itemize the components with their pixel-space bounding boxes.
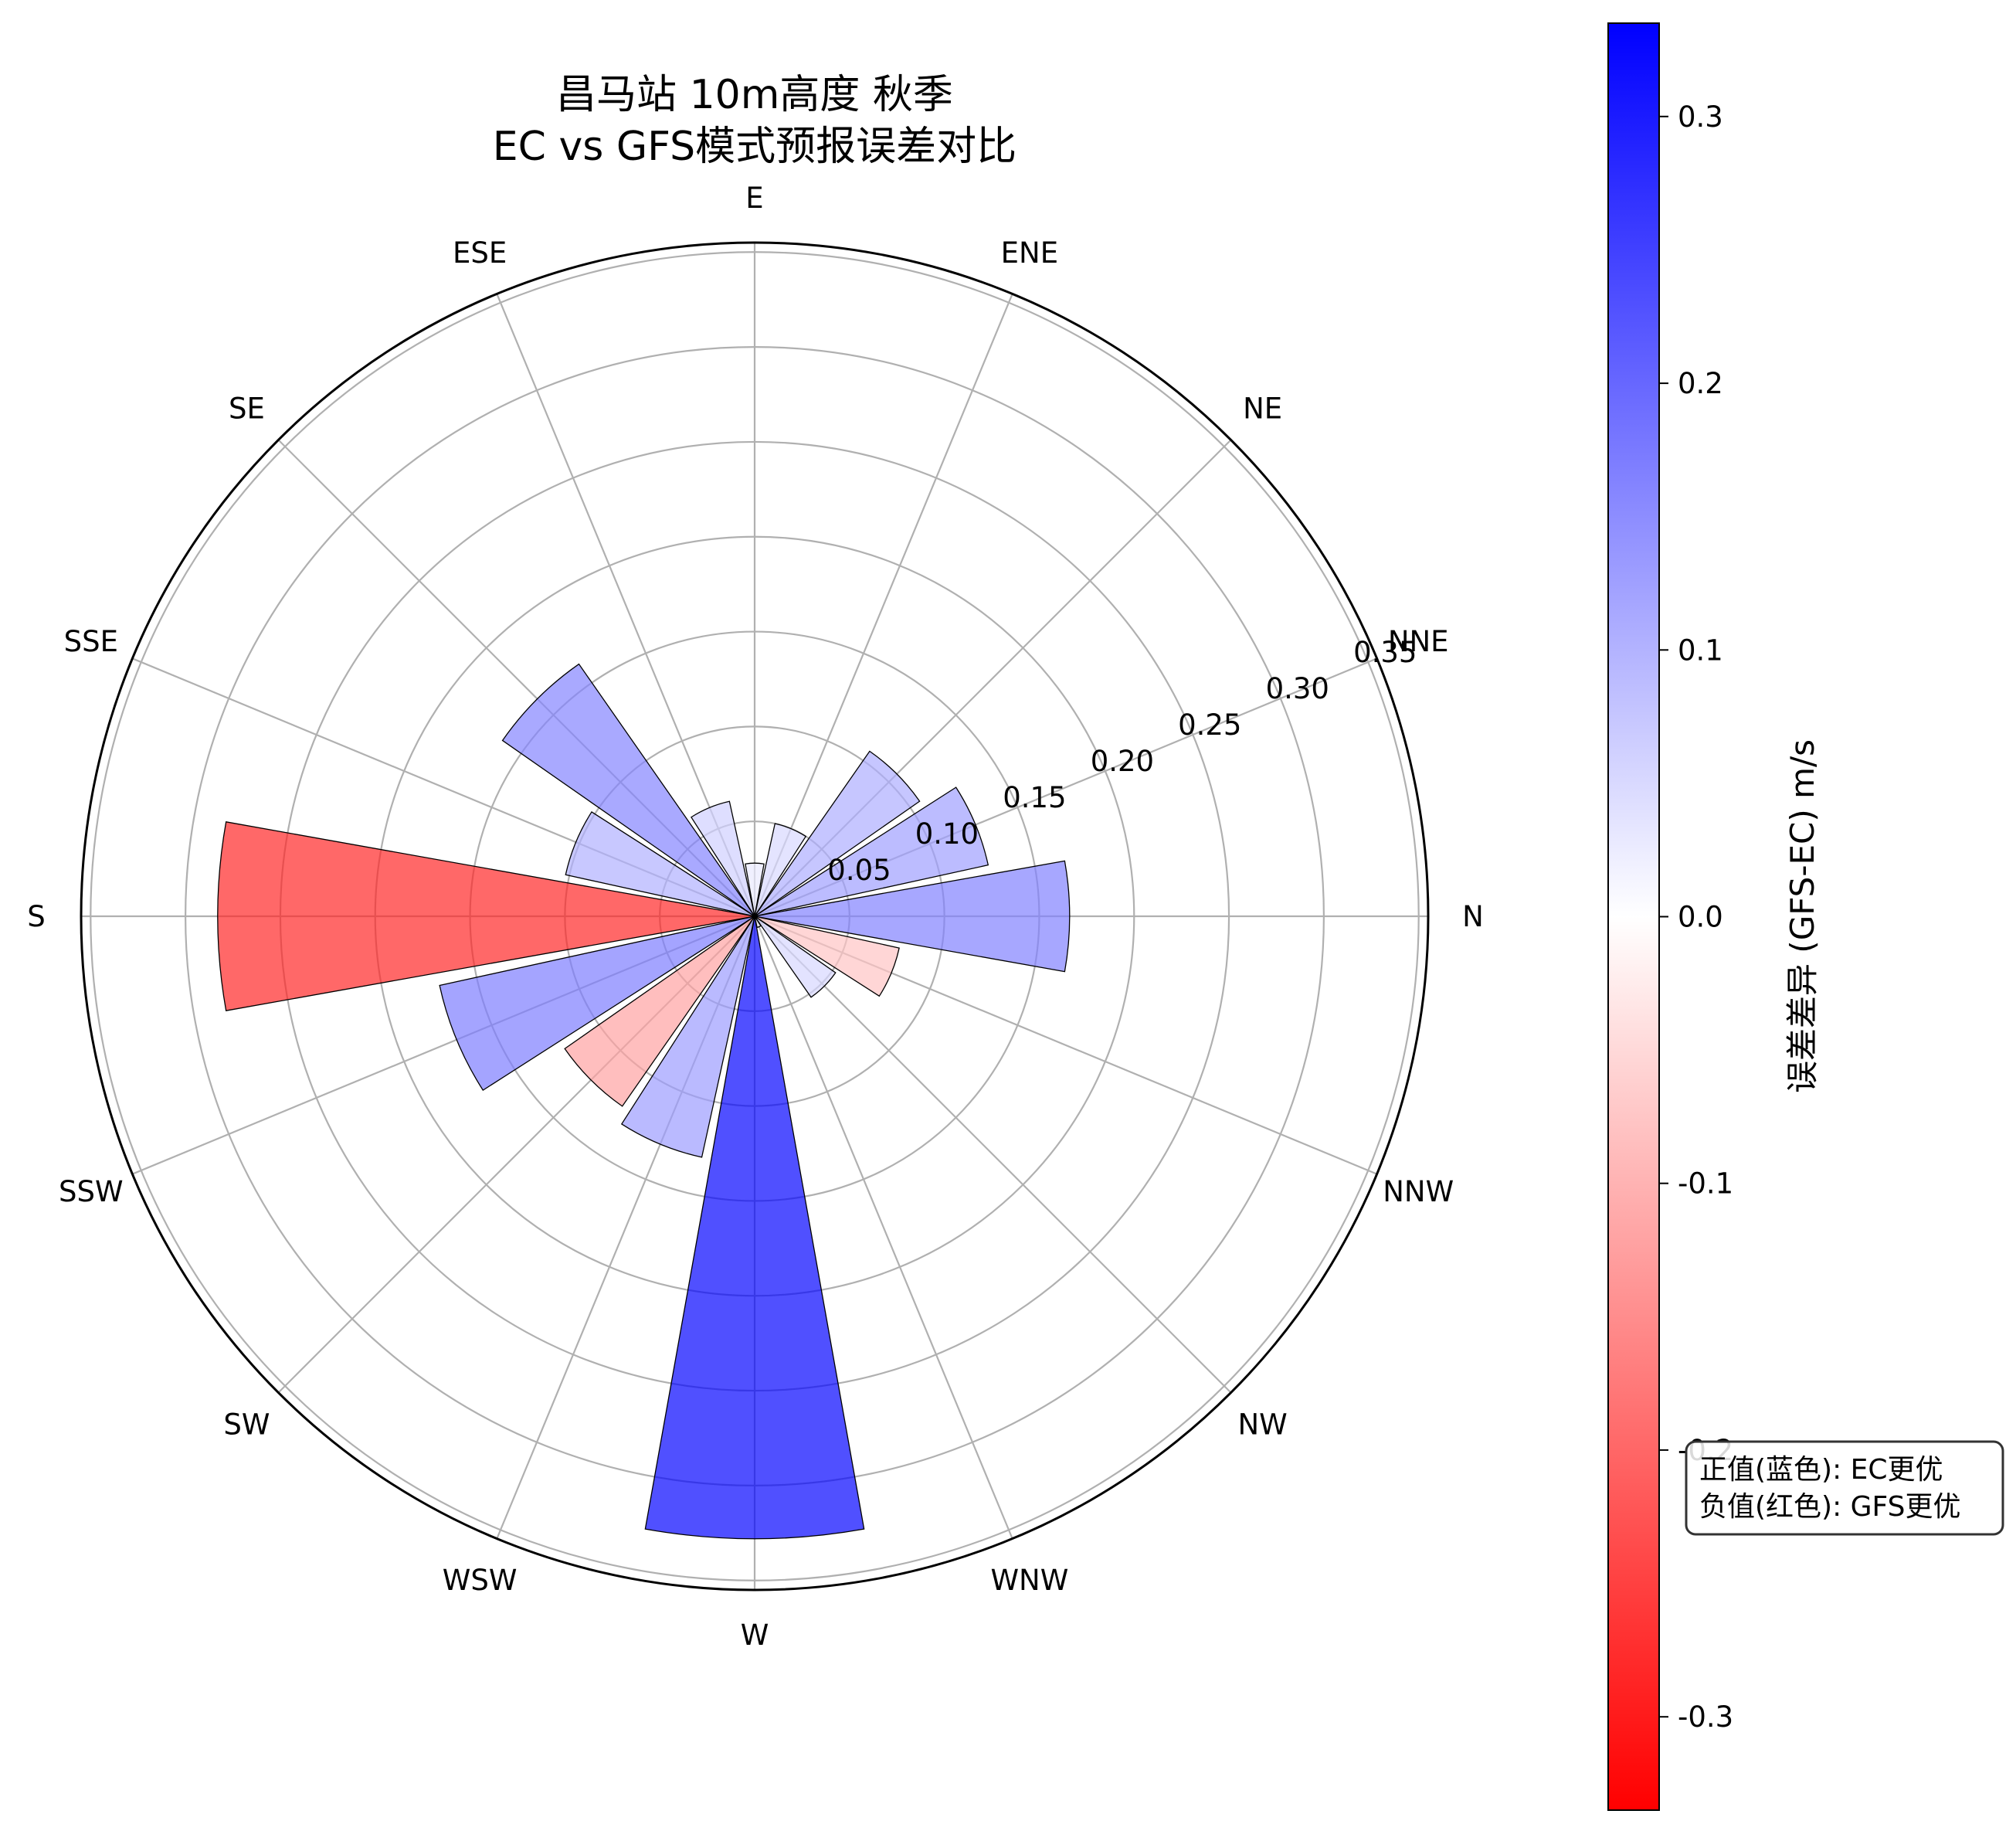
direction-label-nw: NW: [1237, 1408, 1287, 1442]
bar-wsw: [620, 916, 755, 1158]
bar-ene: [754, 823, 807, 917]
colorbar-label: 误差差异 (GFS-EC) m/s: [1784, 739, 1821, 1093]
direction-label-e: E: [745, 182, 763, 215]
bar-e: [745, 862, 765, 917]
radial-tick-label: 0.30: [1266, 672, 1329, 705]
direction-label-ene: ENE: [1001, 236, 1058, 270]
bar-ese: [690, 800, 755, 917]
outer-ring: [80, 241, 1430, 1592]
grid-spoke: [753, 293, 1013, 917]
bar-nnw: [754, 916, 900, 997]
radial-tick-label: 0.20: [1091, 745, 1154, 778]
colorbar-tick-label: 0.3: [1678, 100, 1723, 134]
bar-ne: [754, 750, 921, 917]
bar-n: [754, 860, 1071, 973]
direction-label-se: SE: [229, 392, 265, 425]
bar-ssw: [439, 916, 755, 1092]
direction-label-ne: NE: [1243, 392, 1282, 425]
direction-label-sw: SW: [223, 1408, 270, 1442]
direction-label-ese: ESE: [453, 236, 507, 270]
grid-spoke: [754, 916, 1232, 1394]
direction-labels: N NNE NE ENE E ESE SE SSE S SSW SW WSW W WNW NW NNW: [27, 182, 1484, 1652]
radial-tick-labels: 0.05 0.10 0.15 0.20 0.25 0.30 0.35: [827, 636, 1417, 887]
bars: [217, 663, 1071, 1540]
bar-se: [501, 663, 755, 917]
bar-s: [217, 821, 755, 1011]
colorbar-tick-label: -0.3: [1678, 1700, 1733, 1734]
radial-tick-label: 0.05: [827, 854, 891, 887]
colorbar-tick-label: -0.1: [1678, 1167, 1733, 1201]
direction-label-w: W: [741, 1619, 769, 1652]
colorbar-gradient: [1607, 22, 1660, 1811]
radial-tick-label: 0.15: [1003, 781, 1066, 814]
bar-sse: [565, 811, 755, 917]
annotation-box: 正值(蓝色): EC更优 负值(红色): GFS更优: [1685, 1440, 2004, 1536]
colorbar-tick-label: 0.2: [1678, 367, 1723, 400]
colorbar-tick-label: 0.1: [1678, 634, 1723, 667]
radial-tick-label: 0.10: [915, 817, 979, 851]
annotation-negative: 负值(红色): GFS更优: [1699, 1491, 1961, 1523]
grid-spoke: [753, 916, 1013, 1540]
chart-title-line-2: EC vs GFS模式预报误差对比: [493, 124, 1016, 170]
colorbar-tick-label: 0.0: [1678, 901, 1723, 934]
direction-label-nne: NNE: [1388, 625, 1449, 658]
bar-nw: [754, 916, 837, 998]
direction-label-wnw: WNW: [990, 1564, 1068, 1597]
bar-nne: [754, 786, 989, 917]
direction-label-ssw: SSW: [59, 1175, 124, 1208]
bar-sw: [564, 916, 755, 1107]
direction-label-sse: SSE: [64, 625, 118, 658]
annotation-positive: 正值(蓝色): EC更优: [1699, 1454, 1943, 1486]
direction-label-n: N: [1462, 900, 1484, 933]
radial-tick-label: 0.35: [1353, 636, 1417, 669]
colorbar: 0.30.20.10.0-0.1-0.2-0.3 误差差异 (GFS-EC) m…: [1607, 22, 1821, 1811]
direction-label-wsw: WSW: [443, 1564, 518, 1597]
direction-label-s: S: [27, 900, 46, 933]
direction-label-nnw: NNW: [1383, 1175, 1454, 1208]
radial-tick-label: 0.25: [1178, 708, 1241, 742]
bar-w: [644, 916, 865, 1540]
chart-title-line-1: 昌马站 10m高度 秋季: [556, 72, 953, 118]
